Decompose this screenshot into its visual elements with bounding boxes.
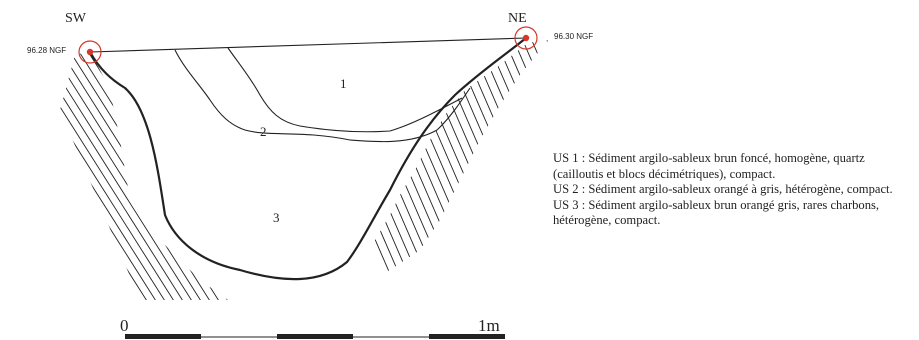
hatch-line (202, 52, 228, 300)
elevation-ne: 96.30 NGF (554, 32, 593, 41)
hatch-line (423, 42, 540, 300)
hatch-line (60, 52, 223, 300)
hatch-line (67, 52, 228, 300)
hatch-line (60, 52, 228, 300)
hatch-line (76, 52, 228, 300)
survey-marker-sw (78, 40, 102, 64)
hatch-line (193, 52, 228, 300)
hatch-line (148, 52, 228, 300)
layer-label-1: 1 (340, 76, 347, 91)
hatch-line (60, 52, 214, 300)
hatch-line (320, 42, 447, 300)
hatch-line (139, 52, 228, 300)
legend-us3: US 3 : Sédiment argilo-sableux brun oran… (553, 197, 880, 228)
elevation-sw: 96.28 NGF (27, 46, 66, 55)
scale-bar-end-label: 1m (478, 316, 500, 335)
hatch-line (360, 42, 492, 300)
hatch-line (324, 42, 456, 300)
scale-bar (125, 334, 505, 339)
hatch-line (320, 42, 438, 300)
hatch-line (60, 52, 205, 300)
stratigraphic-legend: US 1 : Sédiment argilo-sableux brun fonc… (553, 151, 913, 229)
layer-label-3: 3 (273, 210, 280, 225)
survey-marker-ne (514, 26, 538, 50)
orientation-ne: NE (508, 11, 527, 26)
hatch-line (60, 52, 228, 300)
hatch-line (369, 42, 501, 300)
layer-label-2: 2 (260, 124, 267, 139)
hatch-line (60, 52, 228, 300)
hatch-line (175, 52, 228, 300)
orientation-sw: SW (65, 11, 87, 26)
hatch-line (405, 42, 537, 300)
hatch-line (351, 42, 483, 300)
datum-line (89, 37, 527, 53)
legend-us2: US 2 : Sédiment argilo-sableux orangé à … (553, 182, 893, 197)
hatch-line (184, 52, 228, 300)
hatch-line (414, 42, 540, 300)
hatch-line (60, 52, 151, 300)
hatch-line (85, 52, 228, 300)
hatch-line (342, 42, 474, 300)
boundary-us1-us2 (227, 47, 463, 133)
hatch-line (60, 52, 187, 300)
hatch-line (320, 42, 429, 300)
left-bank-hatching (60, 52, 228, 300)
hatch-line (220, 52, 228, 300)
hatch-line (333, 42, 465, 300)
hatch-line (495, 42, 540, 300)
hatch-line (396, 42, 528, 300)
legend-us1: US 1 : Sédiment argilo-sableux brun fonc… (553, 151, 865, 181)
hatch-line (477, 42, 540, 300)
hatch-line (112, 52, 228, 300)
hatch-line (60, 52, 178, 300)
hatch-line (486, 42, 540, 300)
hatch-line (60, 52, 160, 300)
boundary-us2-us3 (174, 49, 471, 143)
elevation-ne-tick: , (546, 34, 548, 43)
hatch-line (60, 52, 196, 300)
scale-bar-start-label: 0 (120, 316, 129, 335)
pit-outline (89, 37, 527, 281)
hatch-line (121, 52, 228, 300)
hatch-line (320, 42, 411, 300)
hatch-line (60, 52, 169, 300)
hatch-line (130, 52, 228, 300)
hatch-line (387, 42, 519, 300)
hatch-line (432, 42, 540, 300)
hatch-line (103, 52, 228, 300)
